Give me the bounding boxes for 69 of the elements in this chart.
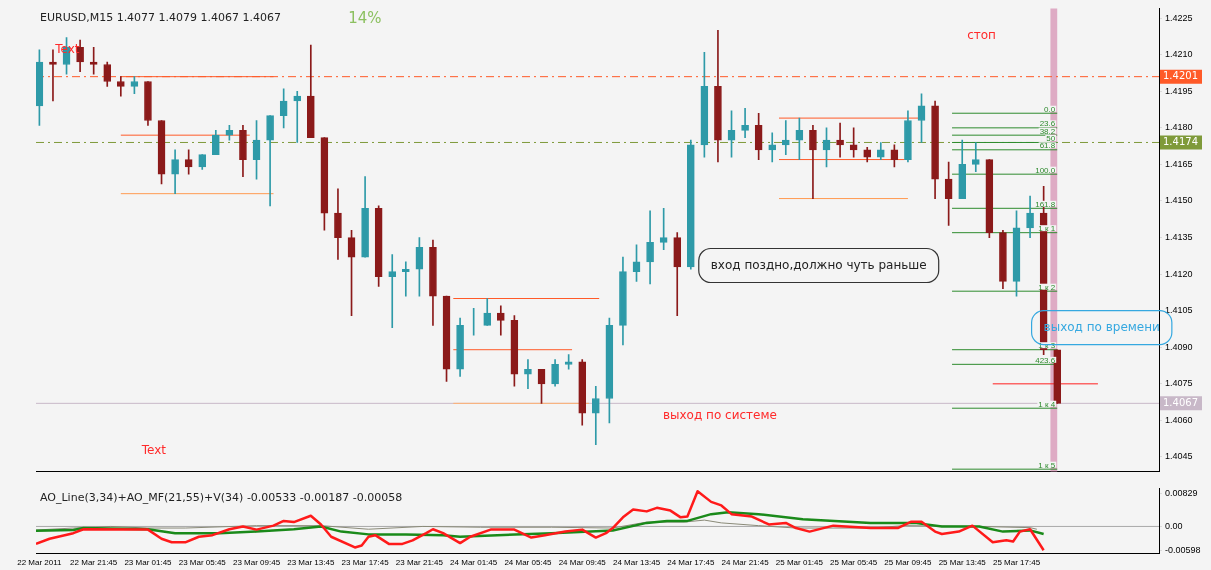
x-tick-label: 24 Mar 05:45 — [504, 558, 553, 568]
ref-line-label: 1.4067 — [1163, 396, 1198, 408]
y-tick-label: 1.4225 — [1165, 12, 1193, 23]
x-tick-label: 23 Mar 21:45 — [395, 558, 444, 568]
series-label: 61.8 — [1039, 141, 1056, 151]
candlestick — [401, 261, 410, 297]
y-tick-label: 0.00 — [1165, 520, 1183, 531]
series-label: 50 — [1046, 133, 1056, 143]
x-tick-label: 23 Mar 01:45 — [124, 558, 173, 568]
x-tick-label: 24 Mar 21:45 — [721, 558, 770, 568]
series-label: 23.6 — [1039, 119, 1056, 129]
y-tick-label: 1.4060 — [1165, 414, 1193, 425]
candlestick — [768, 132, 777, 163]
y-tick-label: -0.00598 — [1165, 544, 1201, 555]
x-tick-label: 24 Mar 13:45 — [612, 558, 661, 568]
annotation: Text — [140, 442, 167, 457]
series-label: 423.6 — [1035, 355, 1056, 365]
x-tick-label: 25 Mar 05:45 — [830, 558, 878, 568]
y-tick-label: 1.4150 — [1165, 195, 1193, 206]
y-tick-label: 1.4045 — [1165, 451, 1193, 462]
y-tick-label: 0.00829 — [1165, 488, 1198, 499]
candlestick — [49, 49, 57, 102]
x-tick-label: 23 Mar 17:45 — [341, 558, 390, 568]
series-label: 1 к 1 — [1038, 224, 1056, 234]
candlestick — [741, 108, 749, 138]
ref-line-label: 1.4201 — [1163, 70, 1198, 82]
candlestick — [524, 359, 532, 390]
x-tick-label: 25 Mar 01:45 — [775, 558, 824, 568]
ref-line-label: 1.4174 — [1163, 136, 1198, 148]
x-tick-label: 22 Mar 21:45 — [70, 558, 118, 568]
x-tick-label: 23 Mar 09:45 — [232, 558, 281, 568]
x-tick-label: 25 Mar 09:45 — [884, 558, 933, 568]
series-label: 1 к 2 — [1038, 282, 1056, 292]
annotation: стоп — [967, 27, 996, 42]
annotation: 14% — [348, 8, 382, 27]
x-tick-label: 22 Mar 2011 — [17, 558, 63, 568]
series-label: 38.2 — [1039, 126, 1056, 136]
y-tick-label: 1.4090 — [1165, 341, 1193, 352]
y-tick-label: 1.4120 — [1165, 268, 1193, 279]
x-tick-label: 24 Mar 01:45 — [450, 558, 498, 568]
series-label: 0.0 — [1044, 104, 1056, 114]
y-tick-label: 1.4195 — [1165, 85, 1193, 96]
chart-title: EURUSD,M15 1.4077 1.4079 1.4067 1.4067 — [40, 10, 282, 24]
annotation: вход поздно,должно чуть раньше — [710, 257, 927, 272]
candlestick — [836, 122, 844, 158]
x-tick-label: 23 Mar 13:45 — [287, 558, 335, 568]
x-tick-label: 23 Mar 05:45 — [178, 558, 227, 568]
candlestick — [388, 254, 397, 329]
candlestick — [781, 120, 790, 155]
x-tick-label: 25 Mar 13:45 — [938, 558, 987, 568]
candlestick — [971, 142, 980, 173]
x-tick-label: 24 Mar 09:45 — [558, 558, 607, 568]
series-label: 1 к 5 — [1038, 460, 1056, 470]
series-label: 1 к 4 — [1038, 399, 1056, 409]
candlestick — [89, 47, 98, 75]
y-tick-label: 1.4210 — [1165, 49, 1193, 60]
y-tick-label: 1.4135 — [1165, 232, 1193, 243]
y-tick-label: 1.4165 — [1165, 158, 1193, 169]
y-tick-label: 1.4105 — [1165, 305, 1193, 316]
y-tick-label: 1.4180 — [1165, 122, 1193, 133]
annotation: выход по системе — [662, 407, 777, 422]
chart-title: AO_Line(3,34)+AO_MF(21,55)+V(34) -0.00533 -0.00187 -0.00058 — [40, 490, 403, 504]
series-label: 100.0 — [1035, 165, 1056, 175]
series-label: 161.8 — [1035, 199, 1056, 209]
candlestick — [293, 90, 302, 143]
y-tick-label: 1.4075 — [1165, 378, 1193, 389]
candlestick — [591, 385, 600, 446]
x-tick-label: 25 Mar 17:45 — [992, 558, 1041, 568]
x-tick-label: 24 Mar 17:45 — [667, 558, 715, 568]
